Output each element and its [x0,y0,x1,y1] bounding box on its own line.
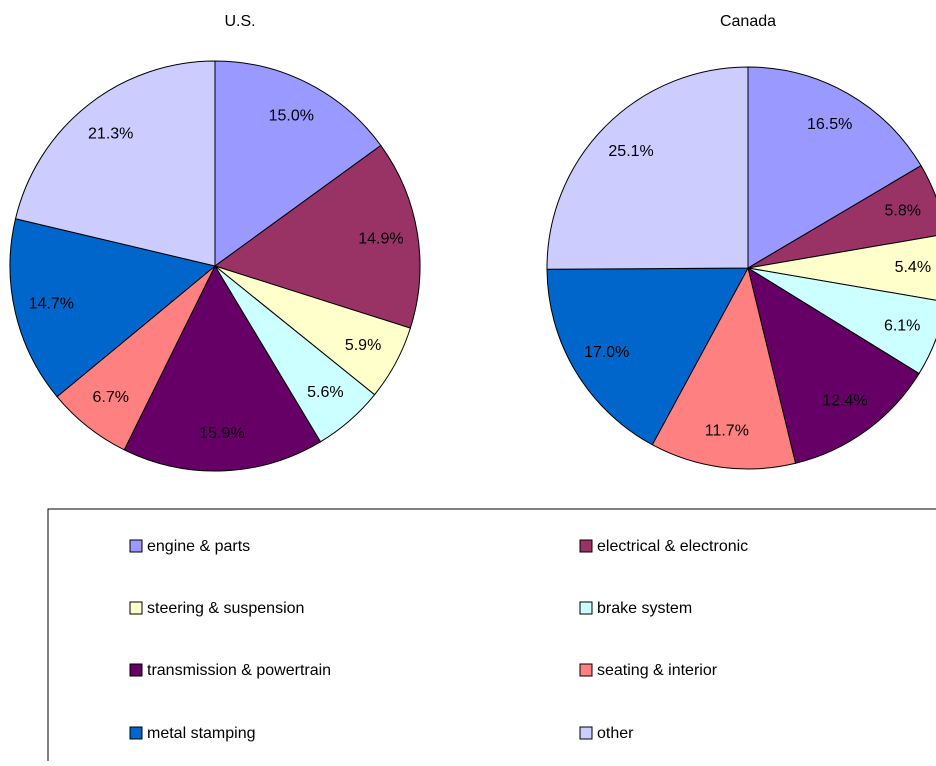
legend-label: brake system [597,600,692,617]
data-label: 6.7% [92,389,128,406]
data-label: 21.3% [88,125,133,142]
data-label: 17.0% [584,344,629,361]
data-label: 15.0% [269,107,314,124]
pie-slice [9,218,217,398]
legend-swatch [579,726,593,740]
chart-title: Canada [720,13,776,30]
data-label: 14.9% [358,230,403,247]
pie-slice [14,60,216,267]
data-label: 5.8% [884,202,920,219]
chart-title: U.S. [224,13,255,30]
data-label: 11.7% [705,423,749,440]
pie-slice [651,266,797,470]
data-label: 5.6% [307,384,343,401]
legend-label: seating & interior [597,662,718,679]
data-label: 15.9% [199,425,244,442]
legend-swatch [129,663,143,677]
pie-slice [747,164,936,269]
data-label: 6.1% [884,317,920,334]
pie-slice [747,66,922,269]
legend-swatch [579,601,593,615]
legend-label: transmission & powertrain [147,662,331,679]
legend-label: engine & parts [147,538,250,555]
data-label: 12.4% [822,393,867,410]
legend-swatch [129,539,143,553]
data-label: 5.4% [895,259,931,276]
legend-label: other [597,725,634,742]
legend-label: steering & suspension [147,600,304,617]
pie-slice [123,264,322,472]
pie-slice [213,144,421,329]
legend-swatch [129,726,143,740]
pie-slice [747,266,920,464]
pie-slice [214,60,382,267]
data-label: 5.9% [345,337,381,354]
legend-label: electrical & electronic [597,538,748,555]
legend-swatch [129,601,143,615]
data-label: 14.7% [29,295,74,312]
legend-label: metal stamping [147,725,256,742]
pie-slice [546,66,749,270]
legend-swatch [579,539,593,553]
legend-swatch [579,663,593,677]
data-label: 25.1% [608,143,653,160]
data-label: 16.5% [807,116,852,133]
legend-box [47,508,936,766]
pie-slice [546,267,749,446]
pie-slice [747,235,936,301]
